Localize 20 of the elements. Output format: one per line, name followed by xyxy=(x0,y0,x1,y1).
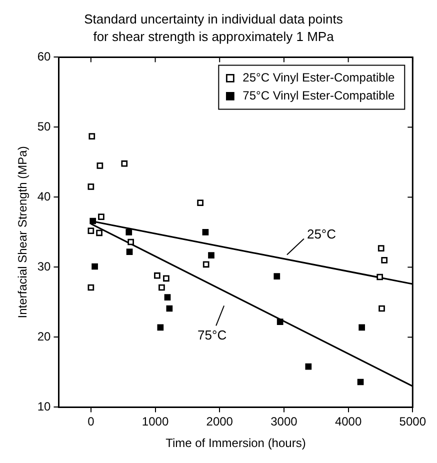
y-tick-label: 60 xyxy=(37,50,52,64)
x-tick-label: 3000 xyxy=(270,414,298,429)
x-tick-label: 1000 xyxy=(142,414,169,429)
annotation: 25°C xyxy=(306,226,336,242)
y-axis-title: Interfacial Shear Strength (MPa) xyxy=(16,146,30,318)
y-tick-label: 20 xyxy=(37,330,52,344)
x-tick-label: 5000 xyxy=(399,414,426,429)
x-tick-label: 4000 xyxy=(334,414,362,429)
chart-subtitle: for shear strength is approximately 1 MPa xyxy=(93,28,335,44)
legend-label: 75°C Vinyl Ester-Compatible xyxy=(242,88,395,103)
legend-label: 25°C Vinyl Ester-Compatible xyxy=(242,70,395,85)
chart-title: Standard uncertainty in individual data points xyxy=(84,11,344,26)
y-tick-label: 50 xyxy=(37,120,52,134)
y-tick-label: 40 xyxy=(37,190,52,204)
y-tick-label: 30 xyxy=(37,260,52,274)
x-tick-label: 2000 xyxy=(206,414,234,429)
x-tick-label: 0 xyxy=(88,414,95,429)
x-axis-title: Time of Immersion (hours) xyxy=(166,436,306,450)
annotation: 75°C xyxy=(198,327,227,342)
y-tick-label: 10 xyxy=(37,400,52,414)
